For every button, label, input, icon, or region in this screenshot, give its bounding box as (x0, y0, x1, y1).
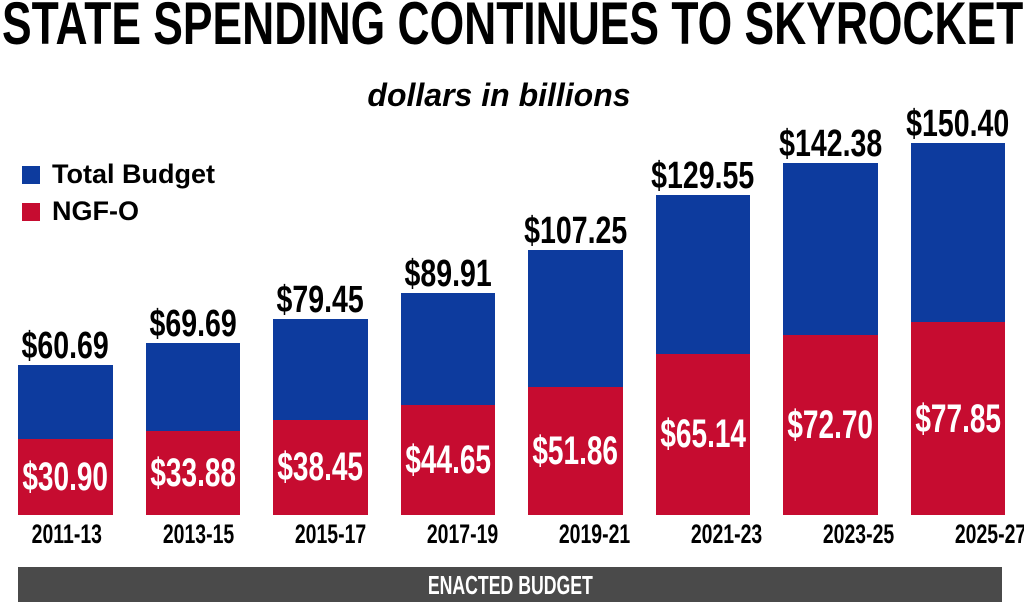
bar-group-2015-17: $79.45 $38.45 (273, 281, 368, 515)
chart-subtitle: dollars in billions (367, 77, 631, 113)
footer-banner: ENACTED BUDGET (18, 567, 1002, 602)
bar-group-2013-15: $69.69 $33.88 (145, 305, 240, 515)
category-text: 2025-27 (955, 519, 1024, 549)
legend-label-ngfo: NGF-O (52, 196, 139, 226)
total-value-text: $142.38 (778, 122, 882, 165)
total-value-text: $107.25 (523, 209, 627, 252)
category-label-2013-15: 2013-15 (149, 521, 248, 548)
page-title-text: STATE SPENDING CONTINUES TO SKYROCKET (2, 0, 1024, 57)
stacked-bar: $77.85 (910, 143, 1005, 515)
ngfo-value-label: $38.45 (277, 445, 364, 490)
total-budget-segment (400, 292, 495, 405)
total-value-text: $79.45 (276, 278, 364, 321)
ngfo-value-label: $65.14 (659, 412, 746, 457)
total-value-label: $89.91 (390, 252, 506, 295)
category-text: 2015-17 (294, 519, 366, 549)
ngfo-value-label: $51.86 (532, 428, 619, 473)
ngfo-segment: $33.88 (145, 431, 240, 515)
category-text: 2011-13 (31, 519, 102, 549)
ngfo-segment: $77.85 (910, 322, 1005, 515)
bar-group-2021-23: $129.55 $65.14 (651, 157, 754, 515)
stacked-bar: $33.88 (145, 342, 240, 515)
category-label-2017-19: 2017-19 (413, 521, 512, 548)
bar-chart-plot-area: $60.69 $30.90 $69.69 $33.88 $79.45 $38.45 $89.… (18, 100, 1009, 515)
bar-group-2017-19: $89.91 $44.65 (400, 255, 495, 515)
stacked-bar: $72.70 (783, 162, 878, 515)
total-value-text: $60.69 (21, 324, 109, 367)
ngfo-value-label: $30.90 (22, 454, 109, 499)
category-text: 2019-21 (558, 519, 631, 549)
total-value-label: $142.38 (762, 122, 899, 165)
bar-group-2019-21: $107.25 $51.86 (524, 212, 627, 515)
category-text: 2013-15 (162, 519, 234, 549)
total-value-label: $129.55 (634, 154, 771, 197)
total-budget-segment (655, 194, 750, 354)
total-value-text: $69.69 (149, 302, 237, 345)
category-label-2019-21: 2019-21 (545, 521, 644, 548)
stacked-bar: $65.14 (655, 194, 750, 515)
legend-swatch-ngfo-icon (22, 202, 40, 221)
legend-item-total-budget: Total Budget (22, 156, 215, 193)
ngfo-segment: $30.90 (18, 438, 113, 515)
category-axis: 2011-13 2013-15 2015-17 2017-19 2019-21 2021-… (18, 521, 1024, 548)
total-value-label: $79.45 (262, 278, 378, 321)
category-label-2015-17: 2015-17 (281, 521, 380, 548)
category-label-2025-27: 2025-27 (941, 521, 1024, 548)
total-value-label: $69.69 (135, 302, 251, 345)
ngfo-segment: $44.65 (400, 404, 495, 515)
total-value-text: $150.40 (906, 103, 1010, 146)
total-budget-segment (145, 342, 240, 432)
stacked-bar: $44.65 (400, 292, 495, 515)
legend-swatch-total-budget-icon (22, 165, 40, 184)
category-text: 2023-25 (822, 519, 895, 549)
legend-item-ngfo: NGF-O (22, 193, 215, 230)
footer-label: ENACTED BUDGET (427, 569, 593, 600)
total-budget-segment (783, 162, 878, 336)
ngfo-value-label: $33.88 (149, 451, 236, 496)
ngfo-value-label: $72.70 (787, 403, 874, 448)
bar-group-2025-27: $150.40 $77.85 (906, 105, 1009, 515)
ngfo-value-label: $77.85 (914, 396, 1001, 441)
total-budget-segment (910, 143, 1005, 323)
total-value-text: $89.91 (404, 252, 492, 295)
ngfo-segment: $38.45 (273, 419, 368, 515)
category-text: 2017-19 (426, 519, 499, 549)
total-value-label: $60.69 (7, 324, 123, 367)
stacked-bar: $51.86 (528, 249, 623, 515)
total-budget-segment (273, 318, 368, 420)
total-budget-segment (18, 364, 113, 439)
category-text: 2021-23 (690, 519, 763, 549)
category-label-2011-13: 2011-13 (18, 521, 116, 548)
page-title: STATE SPENDING CONTINUES TO SKYROCKET (2, 0, 1024, 54)
ngfo-segment: $51.86 (528, 386, 623, 515)
ngfo-value-label: $44.65 (404, 437, 491, 482)
bar-group-2011-13: $60.69 $30.90 (18, 327, 113, 515)
bar-group-2023-25: $142.38 $72.70 (779, 125, 882, 515)
ngfo-segment: $65.14 (655, 353, 750, 515)
total-value-label: $107.25 (507, 209, 644, 252)
category-label-2023-25: 2023-25 (809, 521, 908, 548)
total-value-label: $150.40 (889, 103, 1024, 146)
legend-label-total-budget: Total Budget (52, 159, 215, 189)
stacked-bar: $30.90 (18, 364, 113, 515)
category-label-2021-23: 2021-23 (677, 521, 776, 548)
stacked-bar: $38.45 (273, 318, 368, 515)
total-value-text: $129.55 (651, 154, 755, 197)
ngfo-segment: $72.70 (783, 335, 878, 515)
legend: Total Budget NGF-O (22, 156, 215, 230)
total-budget-segment (528, 249, 623, 387)
